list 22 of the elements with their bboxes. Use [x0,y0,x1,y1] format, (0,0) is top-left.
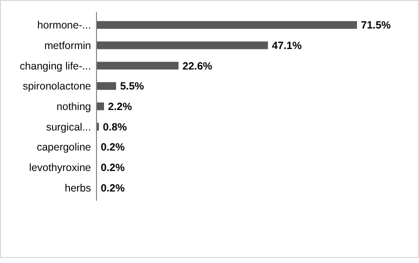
bar [96,41,268,50]
data-label: 5.5% [120,80,145,93]
bar [96,62,178,70]
bar [96,82,116,90]
y-tick-label: nothing [56,101,92,114]
data-label: 2.2% [108,101,133,114]
y-tick-label: levothyroxine [29,162,92,174]
data-label: 0.8% [102,121,128,134]
y-tick-label: hormone-... [37,20,91,32]
y-tick-label: surgical... [46,121,91,134]
data-label: 0.2% [100,142,126,154]
data-label: 0.2% [100,162,126,174]
bar [96,21,357,29]
y-tick-label: spironolactone [22,80,92,93]
data-label: 71.5% [361,20,392,32]
y-tick-label: capergoline [36,142,92,154]
y-tick-label: metformin [44,40,92,52]
data-label: 22.6% [182,60,213,72]
y-tick-label: changing life-... [20,60,91,72]
data-label: 47.1% [272,40,302,52]
y-tick-label: herbs [64,182,91,194]
data-label: 0.2% [100,182,126,194]
